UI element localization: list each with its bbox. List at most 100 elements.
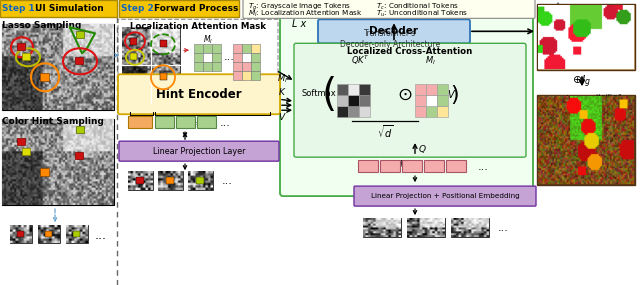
Text: $V$: $V$ (447, 88, 456, 100)
Text: $\sqrt{d}$: $\sqrt{d}$ (377, 123, 394, 140)
Text: $\hat{I}_{ab} \in \mathbb{R}^{H\times W\times 2}$: $\hat{I}_{ab} \in \mathbb{R}^{H\times W\… (556, 1, 608, 17)
Bar (212, 62, 221, 71)
Bar (359, 106, 370, 117)
Text: Step 2.: Step 2. (121, 4, 160, 13)
Text: $M_l$: $M_l$ (203, 34, 213, 46)
Bar (358, 160, 378, 172)
Text: ...: ... (478, 162, 489, 172)
Bar (188, 171, 213, 190)
Bar (0, 0, 117, 17)
Bar (119, 0, 239, 17)
Text: UI Simulation: UI Simulation (35, 4, 104, 13)
Bar (17, 138, 25, 145)
Bar (203, 44, 212, 53)
Bar (160, 73, 167, 80)
Bar (348, 84, 359, 95)
Bar (155, 116, 174, 128)
Text: Hint Encoder: Hint Encoder (156, 88, 242, 101)
Text: $M_l$: Localization Attention Mask: $M_l$: Localization Attention Mask (248, 9, 362, 19)
Bar (10, 225, 32, 243)
Bar (242, 53, 251, 62)
Bar (196, 177, 204, 184)
Text: Localization Attention Mask: Localization Attention Mask (130, 22, 266, 31)
Bar (158, 171, 183, 190)
Bar (136, 177, 144, 184)
Bar (76, 31, 84, 38)
Text: Color Hint Sampling: Color Hint Sampling (2, 117, 104, 126)
Bar (212, 53, 221, 62)
Text: $Q$: $Q$ (418, 143, 427, 155)
Bar (75, 57, 83, 64)
Bar (176, 116, 195, 128)
Text: Decoder: Decoder (369, 26, 419, 36)
Bar (212, 44, 221, 53)
Bar (130, 38, 137, 45)
Bar (426, 106, 437, 117)
Bar (407, 218, 445, 237)
Bar (128, 116, 152, 128)
Text: Localized Cross-Attention: Localized Cross-Attention (348, 47, 472, 56)
FancyBboxPatch shape (294, 43, 526, 157)
Bar (40, 168, 49, 176)
Bar (203, 62, 212, 71)
Text: Linear Projection Layer: Linear Projection Layer (153, 147, 245, 156)
Bar (233, 62, 242, 71)
Bar (251, 44, 260, 53)
Bar (130, 53, 137, 60)
Bar (437, 106, 448, 117)
Bar (17, 43, 25, 50)
Text: ...: ... (498, 223, 509, 233)
Bar (537, 4, 635, 70)
Bar (437, 84, 448, 95)
Bar (415, 106, 426, 117)
Bar (22, 53, 30, 60)
Bar (122, 27, 180, 103)
Bar (40, 73, 49, 81)
Bar (166, 177, 174, 184)
Bar (76, 126, 84, 133)
Bar (337, 106, 348, 117)
Bar (38, 225, 60, 243)
Bar (242, 44, 251, 53)
Text: $T_c$: Conditional Tokens: $T_c$: Conditional Tokens (376, 2, 459, 13)
FancyBboxPatch shape (280, 12, 533, 196)
Bar (242, 71, 251, 80)
Text: Softmax: Softmax (301, 89, 336, 98)
FancyBboxPatch shape (119, 141, 279, 161)
Text: $($: $($ (321, 75, 335, 114)
Bar (233, 44, 242, 53)
Bar (45, 231, 52, 237)
Bar (446, 160, 466, 172)
Text: $\odot$: $\odot$ (397, 86, 413, 104)
Bar (251, 71, 260, 80)
Text: $QK^T$: $QK^T$ (351, 54, 369, 67)
Bar (337, 84, 348, 95)
Bar (424, 160, 444, 172)
Text: $T_c$: $T_c$ (188, 115, 198, 128)
Text: Forward Process: Forward Process (154, 4, 238, 13)
Text: $I_{pred} \in \mathbb{R}^{H\times W\times 3}$: $I_{pred} \in \mathbb{R}^{H\times W\time… (565, 92, 623, 107)
Text: $)$: $)$ (450, 83, 458, 106)
Text: $T_g$: $T_g$ (398, 159, 408, 172)
Bar (22, 148, 30, 155)
Text: L x: L x (292, 19, 307, 29)
Bar (426, 84, 437, 95)
Bar (537, 95, 635, 185)
Text: $K$: $K$ (278, 86, 287, 97)
Text: Transformer's
Decoder-only Architecture: Transformer's Decoder-only Architecture (340, 29, 440, 49)
Bar (17, 231, 24, 237)
Bar (242, 62, 251, 71)
Text: $T_u$: Unconditional Tokens: $T_u$: Unconditional Tokens (376, 9, 468, 19)
Text: $T_u$: $T_u$ (133, 115, 143, 128)
Text: ...: ... (95, 229, 107, 242)
Bar (233, 71, 242, 80)
Bar (348, 95, 359, 106)
Bar (194, 53, 203, 62)
Text: $T_g$: Grayscale Image Tokens: $T_g$: Grayscale Image Tokens (248, 2, 351, 13)
Text: Linear Projection + Positional Embedding: Linear Projection + Positional Embedding (371, 193, 520, 199)
Bar (233, 53, 242, 62)
Bar (251, 53, 260, 62)
Text: ...: ... (224, 52, 235, 62)
Bar (359, 84, 370, 95)
Text: $V$: $V$ (278, 111, 287, 122)
